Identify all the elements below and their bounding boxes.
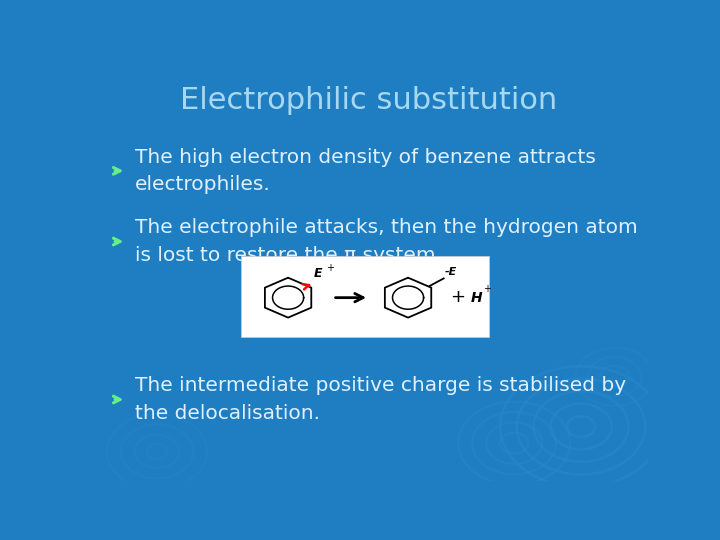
Text: E: E bbox=[314, 267, 323, 280]
Text: The high electron density of benzene attracts
electrophiles.: The high electron density of benzene att… bbox=[135, 148, 595, 194]
Text: Electrophilic substitution: Electrophilic substitution bbox=[181, 86, 557, 114]
FancyBboxPatch shape bbox=[240, 256, 489, 337]
Text: The intermediate positive charge is stabilised by
the delocalisation.: The intermediate positive charge is stab… bbox=[135, 376, 626, 423]
Text: -E: -E bbox=[445, 267, 457, 277]
Text: +: + bbox=[483, 285, 491, 294]
Text: +: + bbox=[450, 288, 464, 306]
Text: +: + bbox=[326, 262, 334, 273]
Text: H: H bbox=[471, 291, 482, 305]
Text: The electrophile attacks, then the hydrogen atom
is lost to restore the π system: The electrophile attacks, then the hydro… bbox=[135, 218, 637, 265]
FancyArrowPatch shape bbox=[302, 284, 310, 289]
